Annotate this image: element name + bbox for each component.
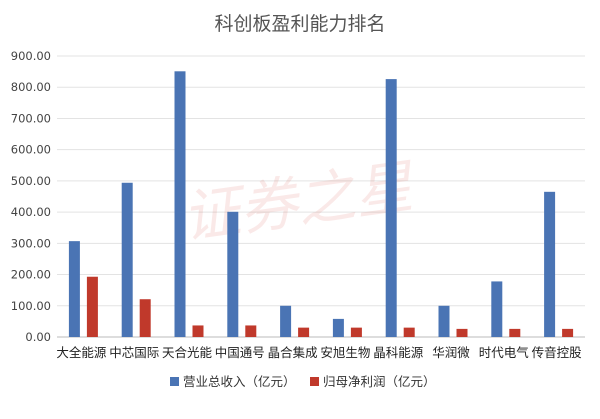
bar-net-profit — [298, 327, 310, 337]
bar-net-profit — [86, 276, 98, 337]
y-tick-label: 200.00 — [11, 268, 51, 282]
x-category-label: 大全能源 — [56, 345, 107, 360]
bar-revenue — [332, 318, 344, 337]
y-tick-label: 500.00 — [11, 174, 51, 188]
y-tick-label: 400.00 — [11, 205, 51, 219]
bar-revenue — [544, 191, 556, 337]
x-category-label: 晶合集成 — [268, 345, 318, 360]
y-tick-label: 800.00 — [11, 80, 51, 94]
y-tick-label: 0.00 — [25, 330, 51, 344]
watermark: 证券之星 — [178, 152, 420, 252]
bar-revenue — [491, 281, 503, 337]
x-axis: 大全能源 中芯国际 天合光能 中国通号 晶合集成 安旭生物 晶科能源 华润微 时代电气 传音控股 — [56, 345, 582, 360]
bar-revenue — [121, 182, 133, 337]
x-category-label: 中芯国际 — [109, 345, 159, 360]
bar-revenue — [280, 305, 292, 337]
y-axis: 0.00 100.00 200.00 300.00 400.00 500.00 600.00… — [11, 49, 51, 344]
y-tick-label: 300.00 — [11, 236, 51, 250]
bar-net-profit — [245, 325, 257, 337]
bar-net-profit — [456, 328, 468, 337]
bar-net-profit — [509, 328, 521, 337]
bar-net-profit — [403, 327, 415, 337]
x-category-label: 天合光能 — [162, 345, 213, 360]
bar-net-profit — [192, 325, 204, 337]
y-tick-label: 100.00 — [11, 299, 51, 313]
bar-revenue — [68, 241, 80, 337]
x-category-label: 传音控股 — [532, 345, 583, 360]
bar-revenue — [385, 79, 397, 338]
bar-net-profit — [562, 328, 574, 337]
legend-swatch — [170, 377, 179, 386]
y-tick-label: 900.00 — [11, 49, 51, 63]
bars — [68, 71, 574, 338]
bar-revenue — [174, 71, 186, 337]
chart-title: 科创板盈利能力排名 — [214, 13, 385, 35]
bar-revenue — [438, 305, 450, 337]
x-category-label: 华润微 — [432, 345, 470, 360]
x-category-label: 时代电气 — [479, 345, 530, 360]
x-category-label: 安旭生物 — [320, 345, 370, 360]
legend: 营业总收入（亿元） 归母净利润（亿元） — [170, 374, 436, 389]
x-category-label: 中国通号 — [215, 345, 265, 360]
y-tick-label: 700.00 — [11, 111, 51, 125]
y-tick-label: 600.00 — [11, 143, 51, 157]
legend-label: 营业总收入（亿元） — [183, 374, 296, 389]
bar-net-profit — [350, 327, 362, 337]
legend-label: 归母净利润（亿元） — [323, 374, 436, 389]
watermark-text: 证券之星 — [178, 152, 420, 252]
bar-net-profit — [139, 299, 151, 337]
x-category-label: 晶科能源 — [373, 345, 424, 360]
bar-revenue — [227, 211, 239, 337]
legend-swatch — [310, 377, 319, 386]
